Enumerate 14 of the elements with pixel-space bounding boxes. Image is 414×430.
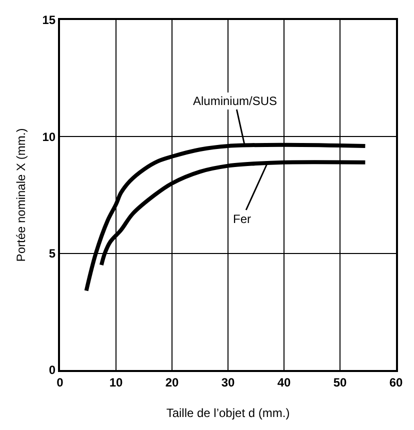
x-tick-label: 30 <box>221 375 235 390</box>
x-axis-title: Taille de l’objet d (mm.) <box>166 406 290 420</box>
y-tick-label: 0 <box>48 363 56 378</box>
annotation: Fer <box>233 212 252 226</box>
annotation: Aluminium/SUS <box>193 94 278 108</box>
y-tick-label: 5 <box>48 246 56 261</box>
x-tick-label: 10 <box>109 375 123 390</box>
y-tick-label: 15 <box>42 13 56 28</box>
y-tick-label: 10 <box>42 130 56 144</box>
x-tick-label: 60 <box>389 375 403 390</box>
y-axis-title: Portée nominale X (mm.) <box>14 128 28 262</box>
x-tick-label: 40 <box>277 375 291 390</box>
x-tick-label: 20 <box>165 375 179 390</box>
x-tick-label: 50 <box>333 375 347 390</box>
